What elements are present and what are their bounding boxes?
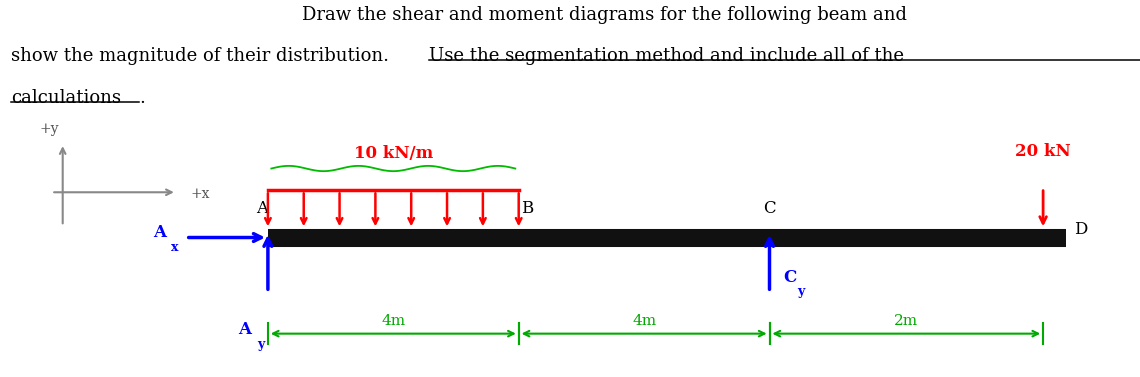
Text: C: C	[783, 268, 797, 286]
Text: .: .	[139, 89, 145, 107]
Text: y: y	[258, 338, 264, 351]
Text: +x: +x	[190, 187, 210, 201]
Text: A: A	[153, 224, 166, 242]
Text: calculations: calculations	[11, 89, 121, 107]
Text: Use the segmentation method and include all of the: Use the segmentation method and include …	[429, 47, 904, 65]
Text: Draw the shear and moment diagrams for the following beam and: Draw the shear and moment diagrams for t…	[302, 6, 906, 24]
Text: A: A	[238, 321, 251, 339]
Text: A: A	[256, 200, 268, 217]
Text: 20 kN: 20 kN	[1016, 143, 1070, 160]
Text: 4m: 4m	[381, 314, 406, 328]
Text: x: x	[171, 241, 178, 253]
Text: 10 kN/m: 10 kN/m	[353, 145, 433, 162]
Text: 2m: 2m	[894, 314, 919, 328]
Text: 4m: 4m	[632, 314, 657, 328]
Text: y: y	[797, 285, 804, 297]
Text: C: C	[763, 200, 776, 217]
Text: show the magnitude of their distribution.: show the magnitude of their distribution…	[11, 47, 396, 65]
Text: B: B	[521, 200, 532, 217]
Text: D: D	[1074, 221, 1088, 238]
Text: +y: +y	[39, 122, 59, 136]
